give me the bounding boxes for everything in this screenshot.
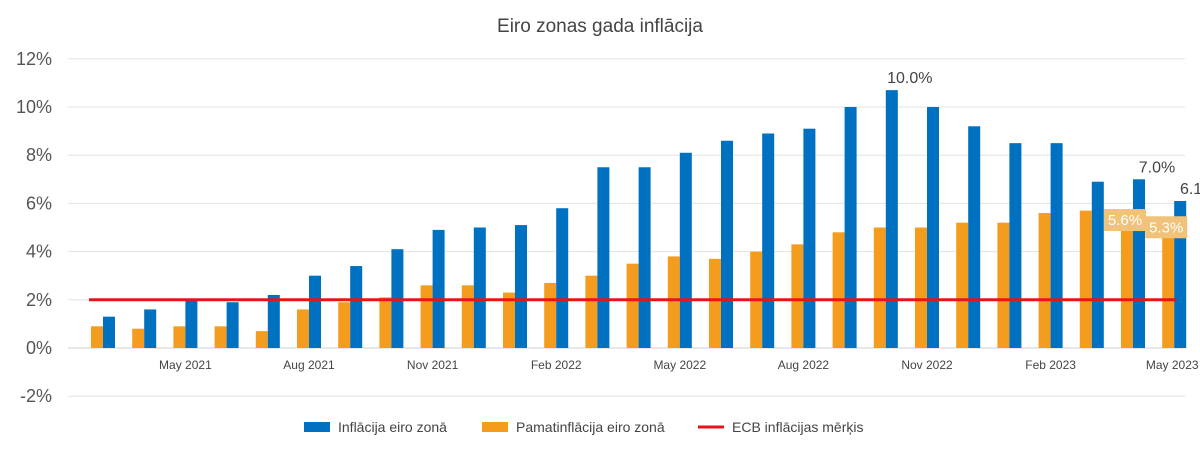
y-axis-ticks: -2% 0% 2% 4% 6% 8% 10% 12% — [16, 49, 52, 406]
bar-core-inflation — [420, 285, 433, 348]
bar-core-inflation — [873, 227, 886, 348]
bar-core-inflation — [832, 232, 845, 348]
data-labels: 10.0% 7.0% 6.1% 5.6% 5.3% — [887, 70, 1200, 239]
x-tick-label: Aug 2022 — [778, 358, 830, 372]
y-tick-label: 8% — [26, 145, 52, 165]
bar-core-inflation — [91, 326, 103, 348]
x-tick-label: Aug 2021 — [283, 358, 335, 372]
bars — [91, 90, 1187, 348]
data-label: 7.0% — [1139, 159, 1175, 176]
bar-core-inflation — [667, 256, 680, 348]
y-tick-label: 10% — [16, 97, 52, 117]
data-label: 6.1% — [1180, 181, 1200, 198]
bar-inflation — [885, 90, 898, 348]
x-tick-label: Feb 2023 — [1025, 358, 1076, 372]
bar-core-inflation — [297, 309, 309, 348]
x-tick-label: Feb 2022 — [531, 358, 582, 372]
bar-core-inflation — [173, 326, 186, 348]
bar-inflation — [597, 167, 610, 348]
legend-label: ECB inflācijas mērķis — [732, 419, 863, 435]
bar-core-inflation — [1121, 213, 1133, 348]
bar-inflation — [226, 302, 239, 348]
bar-inflation — [185, 299, 198, 348]
bar-inflation — [762, 133, 775, 348]
bar-core-inflation — [997, 222, 1010, 348]
data-label: 5.6% — [1108, 212, 1142, 229]
bar-inflation — [638, 167, 651, 348]
y-tick-label: 12% — [16, 49, 52, 69]
bar-inflation — [1009, 143, 1022, 348]
y-tick-label: 2% — [26, 290, 52, 310]
bar-core-inflation — [709, 258, 721, 348]
bar-inflation — [1133, 179, 1145, 348]
bar-core-inflation — [1079, 210, 1092, 348]
legend-swatch — [304, 422, 330, 432]
bar-inflation — [556, 208, 569, 348]
bar-inflation — [144, 309, 157, 348]
data-label-box — [1145, 216, 1188, 239]
y-tick-label: 0% — [26, 338, 52, 358]
legend-swatch — [482, 422, 508, 432]
bar-core-inflation — [544, 282, 557, 348]
bar-inflation — [473, 227, 486, 348]
bar-core-inflation — [132, 328, 145, 348]
legend: Inflācija eiro zonā Pamatinflācija eiro z… — [304, 419, 863, 435]
data-label: 5.3% — [1149, 219, 1183, 236]
bar-core-inflation — [214, 326, 227, 348]
x-tick-label: Nov 2022 — [901, 358, 953, 372]
bar-inflation — [721, 140, 733, 348]
bar-inflation — [103, 316, 115, 348]
bar-core-inflation — [461, 285, 474, 348]
y-tick-label: 4% — [26, 242, 52, 262]
bar-inflation — [844, 107, 857, 348]
data-label: 10.0% — [887, 70, 932, 87]
data-label-box — [1104, 209, 1146, 232]
legend-label: Inflācija eiro zonā — [338, 419, 447, 435]
bar-inflation — [803, 128, 816, 348]
x-tick-label: Nov 2021 — [407, 358, 459, 372]
legend-label: Pamatinflācija eiro zonā — [516, 419, 665, 435]
chart-title: Eiro zonas gada inflācija — [497, 16, 703, 37]
bar-inflation — [267, 294, 280, 348]
bar-core-inflation — [956, 222, 969, 348]
bar-inflation — [679, 152, 692, 348]
bar-core-inflation — [915, 227, 927, 348]
bar-core-inflation — [1162, 220, 1175, 348]
bar-inflation — [1050, 143, 1063, 348]
y-tick-label: -2% — [20, 386, 52, 406]
bar-inflation — [927, 107, 939, 348]
bar-core-inflation — [379, 297, 392, 348]
x-tick-label: May 2022 — [653, 358, 706, 372]
bar-core-inflation — [503, 292, 515, 348]
bar-inflation — [968, 126, 981, 348]
bar-inflation — [350, 266, 363, 348]
bar-core-inflation — [585, 275, 598, 348]
bar-core-inflation — [338, 302, 351, 348]
bar-core-inflation — [1038, 213, 1051, 348]
x-tick-label: May 2021 — [159, 358, 212, 372]
bar-inflation — [1091, 181, 1104, 348]
bar-core-inflation — [791, 244, 804, 348]
bar-core-inflation — [255, 331, 268, 348]
x-axis-ticks: May 2021 Aug 2021 Nov 2021 Feb 2022 May 2022… — [159, 358, 1199, 372]
bar-inflation — [432, 229, 445, 348]
bar-core-inflation — [626, 263, 639, 348]
bar-inflation — [309, 275, 321, 348]
y-tick-label: 6% — [26, 193, 52, 213]
bar-inflation — [515, 225, 527, 348]
x-tick-label: May 2023 — [1146, 358, 1199, 372]
